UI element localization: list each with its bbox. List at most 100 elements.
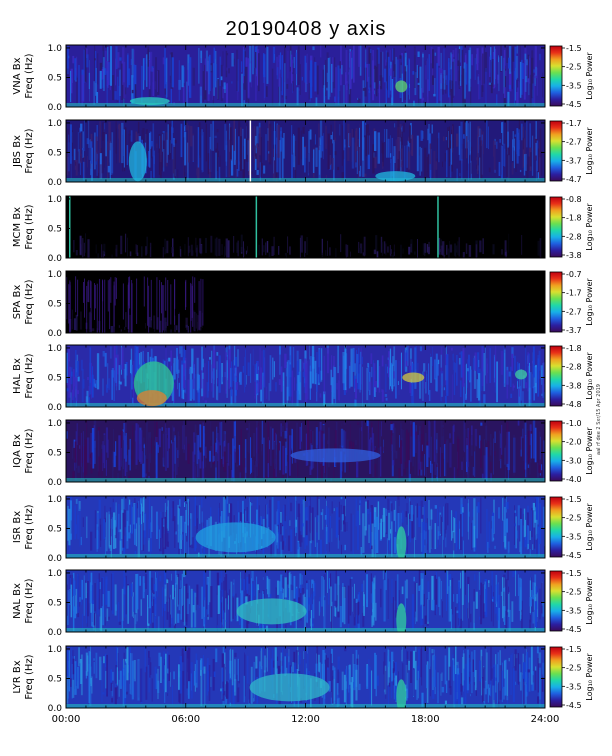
colorbar-tick-label: -1.8: [566, 344, 582, 353]
colorbar-label: Log₁₀ Power: [585, 127, 594, 175]
colorbar-tick-label: -1.5: [566, 569, 582, 578]
colorbar-tick-label: -2.8: [566, 232, 582, 241]
y-axis-label: Freq (Hz): [24, 279, 35, 324]
station-label: HAL Bx: [12, 358, 23, 394]
y-axis-label: Freq (Hz): [24, 578, 35, 623]
colorbar-tick-label: -4.5: [566, 701, 582, 710]
y-tick-label: 0.5: [48, 448, 62, 458]
x-tick-label: 06:00: [171, 714, 200, 725]
colorbar-tick-label: -1.5: [566, 44, 582, 53]
y-tick-label: 0.5: [48, 148, 62, 158]
y-tick-label: 0.0: [48, 178, 63, 188]
y-tick-label: 0.5: [48, 674, 62, 684]
colorbar-tick-label: -4.8: [566, 400, 582, 409]
station-label: MCM Bx: [12, 207, 23, 247]
station-label: NAL Bx: [12, 583, 23, 619]
y-tick-label: 0.0: [48, 403, 63, 413]
colorbar-tick-label: -1.7: [566, 289, 582, 298]
station-label: LYR Bx: [12, 660, 23, 693]
colorbar-label: Log₁₀ Power: [585, 352, 594, 400]
y-axis-label: Freq (Hz): [24, 428, 35, 473]
y-tick-label: 0.5: [48, 224, 62, 234]
spectrogram-image: [66, 45, 545, 107]
colorbar-label: Log₁₀ Power: [585, 653, 594, 701]
colorbar-tick-label: -4.5: [566, 551, 582, 560]
colorbar-tick-label: -2.5: [566, 588, 582, 597]
colorbar-tick-label: -2.5: [566, 63, 582, 72]
colorbar-tick-label: -3.8: [566, 381, 582, 390]
panel-spa: 0.0 0.5 1.0 SPA Bx Freq (Hz) -0.7 -1.7 -2.7 -3.7…: [12, 270, 594, 339]
colorbar-tick-label: -3.7: [566, 326, 582, 335]
colorbar-tick-label: -3.0: [566, 456, 582, 465]
spectrogram-image: [66, 570, 545, 632]
colorbar-tick-label: -3.8: [566, 251, 582, 260]
y-tick-label: 1.0: [48, 195, 63, 205]
station-label: JBS Bx: [12, 135, 23, 168]
colorbar-tick-label: -3.7: [566, 156, 582, 165]
panel-vna: 0.0 0.5 1.0 VNA Bx Freq (Hz) -1.5 -2.5 -3.5 -4.5…: [12, 44, 594, 113]
y-tick-label: 0.0: [48, 103, 63, 113]
y-axis-label: Freq (Hz): [24, 504, 35, 549]
colorbar-tick-label: -2.5: [566, 514, 582, 523]
colorbar-tick-label: -2.5: [566, 664, 582, 673]
colorbar-tick-label: -1.8: [566, 214, 582, 223]
colorbar-tick-label: -3.5: [566, 81, 582, 90]
colorbar-tick-label: -3.5: [566, 682, 582, 691]
y-tick-label: 1.0: [48, 645, 63, 655]
y-axis-label: Freq (Hz): [24, 53, 35, 98]
y-tick-label: 1.0: [48, 419, 63, 429]
station-label: SPA Bx: [12, 285, 23, 320]
colorbar-tick-label: -0.8: [566, 195, 582, 204]
panel-mcm: 0.0 0.5 1.0 MCM Bx Freq (Hz) -0.8 -1.8 -2.8 -3.8…: [12, 195, 594, 264]
y-axis-label: Freq (Hz): [24, 128, 35, 173]
y-tick-label: 0.0: [48, 554, 63, 564]
x-tick-label: 24:00: [531, 714, 560, 725]
colorbar-label: Log₁₀ Power: [585, 278, 594, 326]
y-tick-label: 0.5: [48, 598, 62, 608]
colorbar-label: Log₁₀ Power: [585, 577, 594, 625]
colorbar-tick-label: -2.7: [566, 138, 582, 147]
y-tick-label: 1.0: [48, 569, 63, 579]
colorbar-label: Log₁₀ Power: [585, 427, 594, 475]
colorbar-tick-label: -1.0: [566, 419, 582, 428]
station-label: VNA Bx: [12, 57, 23, 94]
y-tick-label: 0.5: [48, 524, 62, 534]
colorbar-tick-label: -0.7: [566, 270, 582, 279]
station-label: IQA Bx: [12, 434, 23, 468]
colorbar-tick-label: -3.5: [566, 532, 582, 541]
colorbar-tick-label: -4.5: [566, 625, 582, 634]
colorbar-tick-label: -1.5: [566, 495, 582, 504]
colorbar-tick-label: -4.5: [566, 100, 582, 109]
colorbar-label: Log₁₀ Power: [585, 52, 594, 100]
spectrogram-image: [66, 196, 545, 258]
y-tick-label: 0.0: [48, 254, 63, 264]
y-tick-label: 0.5: [48, 373, 62, 383]
spectrogram-image: [66, 271, 545, 333]
colorbar-tick-label: -2.0: [566, 438, 582, 447]
y-tick-label: 0.0: [48, 329, 63, 339]
colorbar-tick-label: -4.7: [566, 175, 582, 184]
y-tick-label: 1.0: [48, 119, 63, 129]
colorbar-label: Log₁₀ Power: [585, 203, 594, 251]
colorbar-tick-label: -2.8: [566, 363, 582, 372]
y-tick-label: 0.0: [48, 478, 63, 488]
panel-lyr: 0.0 0.5 1.0 LYR Bx Freq (Hz) -1.5 -2.5 -3.5 -4.5…: [12, 645, 594, 714]
colorbar-label: Log₁₀ Power: [585, 503, 594, 551]
y-tick-label: 1.0: [48, 344, 63, 354]
spectrogram-image: [66, 420, 545, 482]
colorbar-tick-label: -2.7: [566, 307, 582, 316]
y-axis-label: Freq (Hz): [24, 204, 35, 249]
y-tick-label: 1.0: [48, 44, 63, 54]
x-tick-label: 18:00: [411, 714, 440, 725]
spectrogram-image: [66, 120, 545, 182]
y-tick-label: 0.5: [48, 299, 62, 309]
station-label: ISR Bx: [12, 511, 23, 543]
y-tick-label: 0.0: [48, 628, 63, 638]
